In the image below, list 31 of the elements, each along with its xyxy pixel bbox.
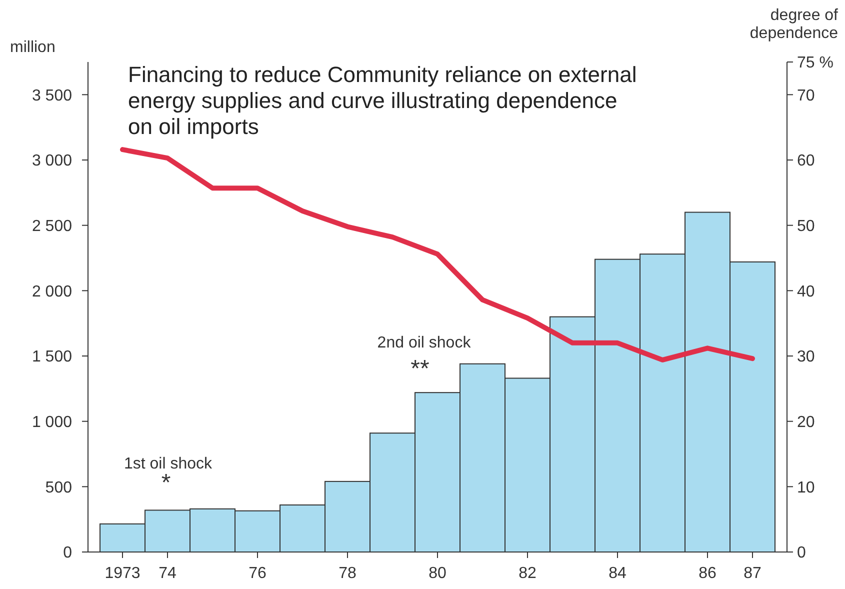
annotation: ** bbox=[410, 355, 430, 382]
y2-tick-label: 0 bbox=[797, 544, 806, 562]
y2-tick-label: 30 bbox=[797, 348, 815, 366]
y2-tick-label: 60 bbox=[797, 152, 815, 170]
x-tick-label: 78 bbox=[338, 565, 356, 582]
x-tick-label: 76 bbox=[248, 565, 266, 582]
y-tick-label: 2 500 bbox=[32, 218, 72, 235]
y-tick-label: 1 000 bbox=[32, 414, 72, 431]
x-tick-label: 87 bbox=[744, 565, 762, 582]
x-tick-label: 82 bbox=[518, 565, 536, 582]
y-tick-label: 3 000 bbox=[32, 152, 72, 170]
y2-tick-label: 75 % bbox=[797, 54, 834, 72]
y2-tick-label: 40 bbox=[797, 283, 815, 300]
y2-tick-label: 20 bbox=[797, 414, 815, 431]
y-tick-label: 3 500 bbox=[32, 87, 72, 104]
x-tick-label: 74 bbox=[158, 565, 176, 582]
y-tick-label: 500 bbox=[45, 479, 72, 496]
annotation: 2nd oil shock bbox=[377, 334, 472, 352]
text: Financing to reduce Community reliance on external energy supplies and curve illustrating dependence on oil imports bbox=[128, 62, 637, 139]
y2-axis-title: degree of dependence bbox=[750, 7, 839, 42]
y2-tick-label: 70 bbox=[797, 87, 815, 104]
y-tick-label: 1 500 bbox=[32, 348, 72, 366]
y2-tick-label: 50 bbox=[797, 218, 815, 235]
y-tick-label: 2 000 bbox=[32, 283, 72, 300]
x-tick-label: 84 bbox=[608, 565, 626, 582]
y-axis-title: million bbox=[10, 39, 56, 56]
x-tick-label: 80 bbox=[428, 565, 446, 582]
y-tick-label: 0 bbox=[63, 544, 72, 562]
x-tick-label: 86 bbox=[698, 565, 716, 582]
x-tick-label: 1973 bbox=[104, 565, 140, 582]
y2-tick-label: 10 bbox=[797, 479, 815, 496]
